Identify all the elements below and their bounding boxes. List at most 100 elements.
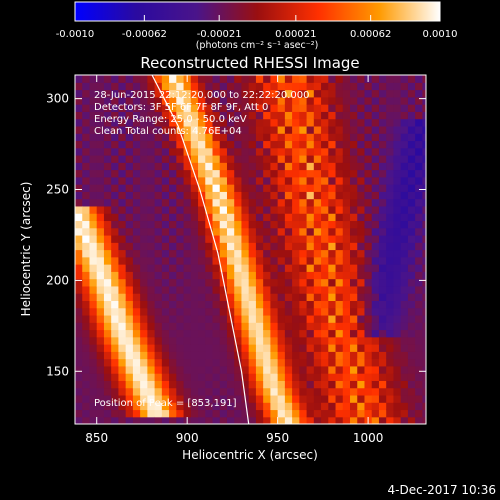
- heatmap-cell: [219, 176, 228, 185]
- heatmap-cell: [335, 394, 344, 403]
- heatmap-cell: [183, 89, 192, 98]
- heatmap-cell: [190, 242, 199, 251]
- heatmap-cell: [176, 82, 185, 91]
- heatmap-cell: [313, 314, 322, 323]
- heatmap-cell: [321, 133, 329, 142]
- heatmap-cell: [393, 104, 402, 112]
- heatmap-cell: [299, 104, 308, 112]
- heatmap-cell: [313, 409, 322, 418]
- heatmap-cell: [415, 336, 423, 345]
- heatmap-cell: [270, 118, 279, 127]
- heatmap-cell: [364, 344, 373, 352]
- heatmap-cell: [103, 220, 112, 229]
- heatmap-cell: [328, 409, 337, 418]
- heatmap-cell: [183, 329, 192, 338]
- heatmap-cell: [270, 140, 279, 149]
- heatmap-cell: [284, 387, 293, 396]
- heatmap-cell: [415, 293, 423, 301]
- heatmap-cell: [255, 213, 264, 222]
- heatmap-cell: [176, 242, 185, 251]
- heatmap-cell: [89, 205, 98, 214]
- heatmap-cell: [393, 416, 402, 424]
- heatmap-cell: [378, 82, 387, 91]
- heatmap-cell: [118, 169, 127, 178]
- heatmap-cell: [241, 125, 250, 134]
- heatmap-cell: [190, 140, 199, 149]
- heatmap-cell: [82, 140, 91, 149]
- heatmap-cell: [226, 154, 235, 163]
- heatmap-cell: [357, 205, 366, 214]
- heatmap-cell: [328, 191, 337, 200]
- heatmap-cell: [219, 162, 228, 171]
- heatmap-cell: [255, 118, 264, 127]
- heatmap-cell: [103, 300, 112, 309]
- heatmap-cell: [263, 169, 271, 178]
- heatmap-cell: [321, 358, 329, 367]
- heatmap-cell: [364, 351, 373, 360]
- heatmap-cell: [241, 75, 250, 83]
- heatmap-cell: [263, 322, 271, 331]
- heatmap-cell: [118, 358, 127, 367]
- heatmap-cell: [393, 234, 402, 243]
- heatmap-cell: [125, 293, 134, 301]
- heatmap-cell: [82, 380, 91, 389]
- heatmap-cell: [407, 344, 416, 352]
- heatmap-cell: [96, 89, 105, 98]
- heatmap-cell: [234, 227, 243, 236]
- heatmap-cell: [161, 111, 170, 120]
- heatmap-cell: [89, 104, 98, 112]
- heatmap-cell: [154, 293, 163, 301]
- heatmap-cell: [190, 402, 199, 411]
- heatmap-cell: [89, 96, 98, 105]
- heatmap-cell: [299, 96, 308, 105]
- heatmap-cell: [154, 409, 163, 418]
- heatmap-cell: [321, 227, 329, 236]
- heatmap-cell: [371, 402, 380, 411]
- heatmap-cell: [125, 249, 134, 258]
- heatmap-cell: [111, 140, 120, 149]
- heatmap-cell: [277, 118, 286, 127]
- heatmap-cell: [284, 358, 293, 367]
- heatmap-cell: [270, 191, 279, 200]
- heatmap-cell: [277, 293, 286, 301]
- heatmap-cell: [183, 234, 192, 243]
- heatmap-cell: [263, 213, 271, 222]
- heatmap-cell: [364, 242, 373, 251]
- heatmap-cell: [234, 300, 243, 309]
- heatmap-cell: [176, 285, 185, 294]
- heatmap-cell: [154, 205, 163, 214]
- heatmap-cell: [306, 402, 315, 411]
- heatmap-cell: [219, 154, 228, 163]
- heatmap-cell: [82, 111, 91, 120]
- heatmap-cell: [284, 402, 293, 411]
- heatmap-cell: [226, 125, 235, 134]
- heatmap-cell: [284, 278, 293, 287]
- heatmap-cell: [400, 140, 409, 149]
- heatmap-cell: [140, 336, 148, 345]
- heatmap-cell: [125, 365, 134, 374]
- heatmap-cell: [154, 104, 163, 112]
- heatmap-cell: [270, 307, 279, 316]
- heatmap-cell: [103, 256, 112, 265]
- heatmap-cell: [161, 89, 170, 98]
- heatmap-cell: [198, 169, 206, 178]
- heatmap-cell: [118, 82, 127, 91]
- heatmap-cell: [132, 133, 141, 142]
- heatmap-cell: [371, 89, 380, 98]
- heatmap-cell: [198, 256, 206, 265]
- heatmap-cell: [364, 104, 373, 112]
- heatmap-cell: [219, 75, 228, 83]
- heatmap-cell: [357, 89, 366, 98]
- heatmap-cell: [111, 205, 120, 214]
- heatmap-cell: [284, 213, 293, 222]
- heatmap-cell: [335, 198, 344, 207]
- heatmap-cell: [140, 184, 148, 192]
- heatmap-cell: [111, 271, 120, 280]
- heatmap-cell: [89, 133, 98, 142]
- heatmap-cell: [190, 133, 199, 142]
- heatmap-cell: [190, 329, 199, 338]
- heatmap-cell: [357, 162, 366, 171]
- heatmap-cell: [321, 242, 329, 251]
- heatmap-cell: [161, 358, 170, 367]
